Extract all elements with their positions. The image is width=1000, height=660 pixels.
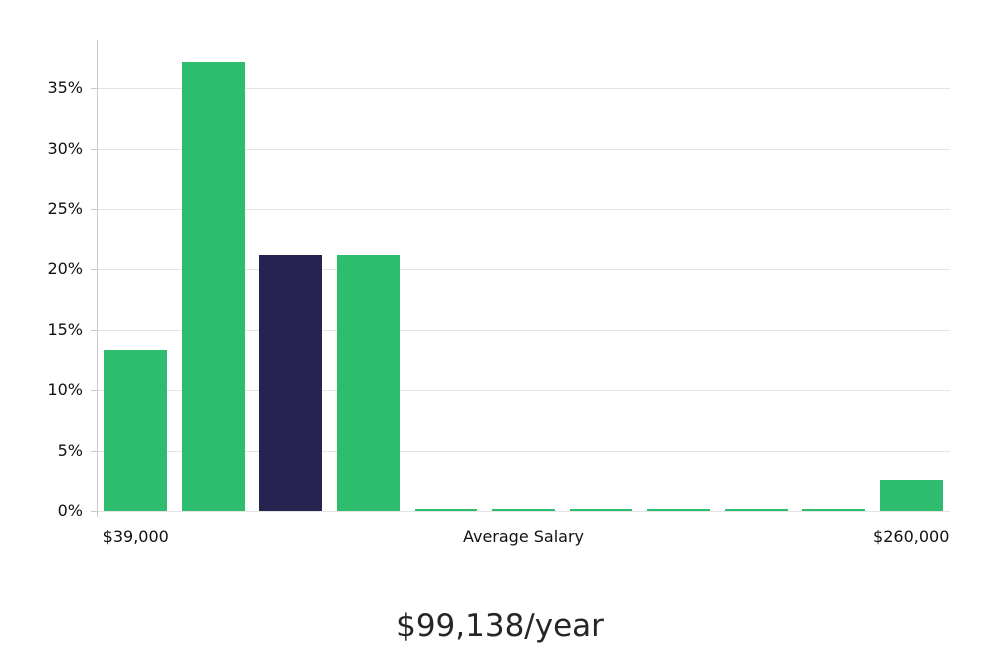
gridline bbox=[98, 148, 950, 150]
x-axis-label-min-salary: $39,000 bbox=[102, 527, 169, 546]
y-tick-mark bbox=[91, 148, 97, 150]
bar bbox=[414, 509, 478, 511]
bar bbox=[724, 509, 788, 511]
gridline bbox=[98, 88, 950, 90]
y-tick-mark bbox=[91, 209, 97, 211]
y-tick-mark bbox=[91, 329, 97, 331]
gridline bbox=[98, 329, 950, 331]
average-salary-title: $99,138/year bbox=[396, 608, 604, 644]
y-tick-label: 25% bbox=[47, 199, 83, 219]
bar bbox=[569, 509, 633, 511]
y-tick-mark bbox=[91, 450, 97, 452]
gridline bbox=[98, 209, 950, 211]
bar bbox=[802, 509, 866, 511]
x-axis-label-max-salary: $260,000 bbox=[873, 527, 950, 546]
bar-highlighted bbox=[259, 254, 323, 511]
y-tick-label: 5% bbox=[57, 440, 83, 460]
bar bbox=[879, 479, 943, 511]
x-axis-label-average-salary: Average Salary bbox=[462, 527, 585, 546]
y-tick-label: 0% bbox=[57, 501, 83, 520]
y-tick-mark bbox=[91, 511, 97, 512]
bar bbox=[104, 350, 168, 511]
y-tick-mark bbox=[91, 88, 97, 90]
y-tick-mark bbox=[91, 390, 97, 392]
plot-area: $39,000 Average Salary $260,000 0% 5% 10% 1… bbox=[47, 40, 950, 546]
y-tick-label: 20% bbox=[47, 259, 83, 279]
gridline bbox=[98, 269, 950, 271]
y-tick-label: 15% bbox=[47, 319, 83, 339]
y-tick-label: 10% bbox=[47, 380, 83, 400]
gridline bbox=[98, 511, 950, 512]
gridline bbox=[98, 450, 950, 452]
gridline bbox=[98, 390, 950, 392]
bar bbox=[337, 254, 400, 511]
y-tick-label: 30% bbox=[47, 138, 83, 158]
y-tick-label: 35% bbox=[47, 78, 83, 98]
bar bbox=[647, 509, 710, 511]
y-axis-line bbox=[97, 40, 98, 517]
bar bbox=[181, 61, 245, 511]
y-tick-mark bbox=[91, 269, 97, 271]
bar bbox=[492, 509, 555, 511]
